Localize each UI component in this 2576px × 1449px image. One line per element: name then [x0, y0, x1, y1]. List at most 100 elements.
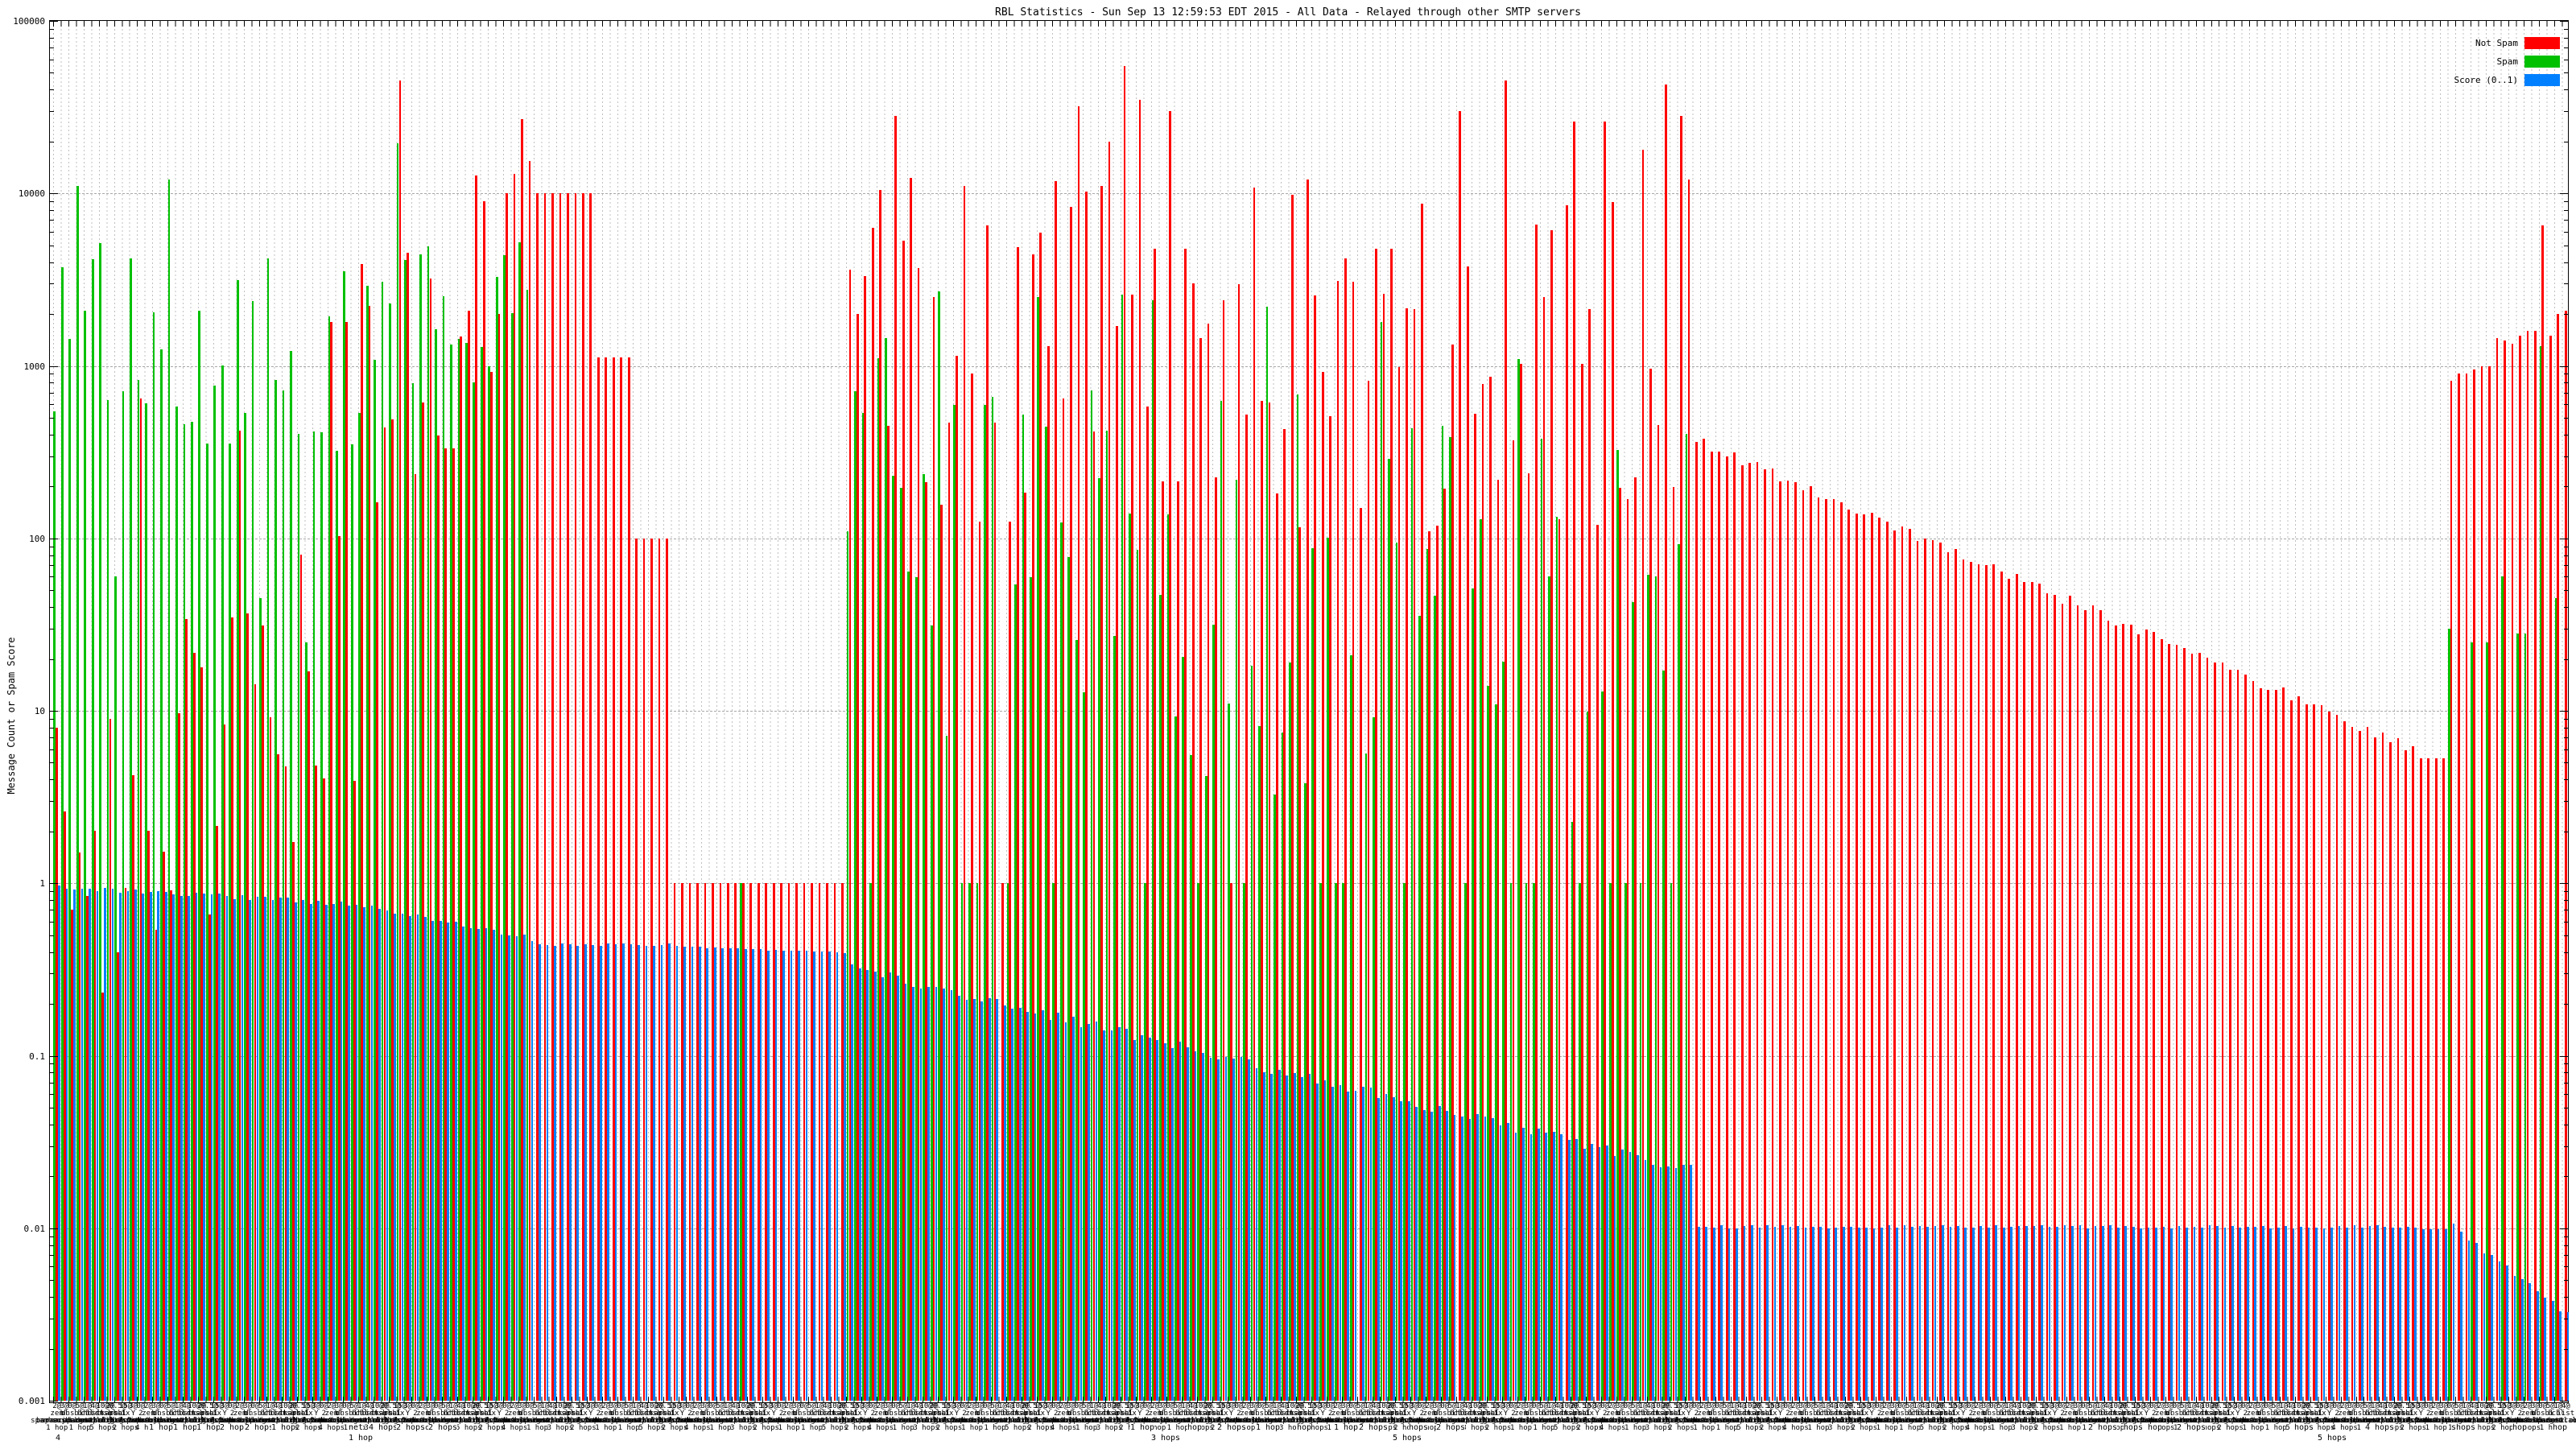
x-tick-hops: 3 hops — [1096, 1424, 1123, 1432]
x-tick-name: ix — [487, 1410, 497, 1418]
x-tick-name: psbl — [567, 1410, 584, 1418]
bar-not-spam — [1946, 551, 1950, 1401]
bar-score — [943, 989, 945, 1401]
bar-score — [1880, 1227, 1883, 1401]
x-tick-domain: sorbs.net — [1699, 1417, 1740, 1425]
y-minor-tick — [2564, 434, 2568, 436]
y-minor-tick — [50, 762, 54, 764]
x-tick-domain: sorbs.net — [1242, 1417, 1282, 1425]
bar-score — [287, 897, 290, 1401]
bar-not-spam — [1916, 541, 1919, 1401]
x-tick-prefix: 4@ — [1463, 1402, 1472, 1410]
x-tick-callout: 5 hops — [1392, 1434, 1422, 1443]
bar-not-spam — [1558, 519, 1561, 1401]
bar-not-spam — [726, 883, 729, 1402]
x-tick-name: psbl — [2214, 1410, 2231, 1418]
x-tick-name: bl — [792, 1410, 802, 1418]
y-minor-tick — [2564, 1094, 2568, 1096]
bar-not-spam — [368, 306, 371, 1401]
x-tick-domain: abuseat.org — [1070, 1417, 1118, 1425]
x-tick-domain: Y.2.2.1.0.list — [1117, 1417, 1179, 1425]
bar-not-spam — [848, 270, 852, 1401]
x-tick-domain: dnswl.org — [1631, 1417, 1670, 1425]
bar-score — [1270, 1073, 1274, 1401]
x-tick-domain: surriel.com — [1740, 1417, 1790, 1425]
bar-not-spam — [1352, 281, 1355, 1401]
x-tick-domain: sorbs.net — [1425, 1417, 1465, 1425]
decade-gridline — [50, 193, 2568, 195]
bar-score — [958, 996, 960, 1401]
x-tick-domain: dnswl.org — [898, 1417, 939, 1425]
bar-score — [820, 951, 824, 1401]
x-tick-name: cbl — [2551, 1410, 2565, 1418]
bar-spam — [1555, 517, 1558, 1401]
bar-score — [1682, 1165, 1685, 1401]
x-tick-domain: junkemailfilter.com — [976, 1417, 1059, 1425]
y-minor-tick — [50, 935, 54, 936]
x-tick-name: hostkarma — [1638, 1410, 1678, 1418]
x-tick-prefix: 2@ — [1242, 1402, 1251, 1410]
bar-not-spam — [1390, 248, 1393, 1401]
bar-spam — [1502, 661, 1505, 1401]
x-tick-name: list — [635, 1410, 653, 1418]
x-tick-prefix: 1@ — [2553, 1402, 2563, 1410]
x-tick-name: b — [1816, 1410, 1821, 1418]
bar-score — [324, 904, 328, 1401]
x-tick-name: cbl — [1728, 1410, 1741, 1418]
bar-spam — [984, 404, 986, 1401]
x-tick-domain: uceprotect.net — [1269, 1417, 1331, 1425]
x-tick-domain: junkemailfilter.com — [427, 1417, 510, 1425]
bar-score — [996, 999, 999, 1401]
bar-score — [2368, 1225, 2372, 1401]
bar-score — [1316, 1084, 1319, 1401]
bar-spam — [861, 412, 865, 1401]
x-tick-domain: dnswl.org — [1082, 1417, 1121, 1425]
x-tick-prefix: 0.5@ — [383, 1402, 402, 1410]
x-tick-name: b — [1542, 1410, 1546, 1418]
bar-not-spam — [192, 652, 196, 1401]
x-tick-prefix: 3@ — [1249, 1402, 1259, 1410]
bar-not-spam — [2289, 700, 2293, 1401]
x-tick-prefix: 15@ — [118, 1402, 133, 1410]
bar-not-spam — [2008, 579, 2011, 1401]
x-tick-domain: spamcop.net — [2328, 1417, 2376, 1425]
x-tick-name: cbl — [538, 1410, 552, 1418]
x-tick-prefix: 2@ — [418, 1402, 427, 1410]
x-tick-domain: dnsbl.manitu.net — [1829, 1417, 1900, 1425]
bar-not-spam — [1687, 180, 1690, 1401]
x-tick-domain: 0.2.0.dnsbl — [1390, 1417, 1439, 1425]
x-tick-domain: 0.2.0.dnsbl — [1665, 1417, 1713, 1425]
x-tick-name: dnsbl-1 — [1376, 1410, 1407, 1418]
bar-score — [1690, 1165, 1693, 1401]
bar-not-spam — [117, 952, 119, 1401]
x-tick-prefix: 4@ — [914, 1402, 923, 1410]
x-tick-callout: 2 hops — [1435, 1423, 1466, 1432]
bar-not-spam — [597, 357, 600, 1401]
x-tick-domain: sorbs.net — [601, 1417, 642, 1425]
bar-not-spam — [2473, 369, 2475, 1401]
x-tick-prefix: 1@ — [906, 1402, 916, 1410]
x-tick-prefix: 5@ — [1447, 1402, 1457, 1410]
y-minor-tick — [50, 47, 54, 49]
x-tick-name: zen — [507, 1410, 522, 1418]
x-tick-domain: barracudacentral.org — [768, 1417, 856, 1425]
x-tick-prefix: 0@ — [891, 1402, 901, 1410]
x-tick-prefix: 0@ — [1531, 1402, 1541, 1410]
bar-not-spam — [2374, 737, 2376, 1401]
x-tick-prefix: 5@ — [1173, 1402, 1183, 1410]
x-tick-name: zen — [691, 1410, 704, 1418]
bar-not-spam — [1100, 185, 1103, 1401]
bar-spam — [1327, 538, 1330, 1401]
bar-score — [2498, 1261, 2501, 1401]
y-minor-tick — [50, 1146, 54, 1147]
bar-not-spam — [2129, 625, 2132, 1401]
x-tick-name: Y — [2235, 1410, 2240, 1418]
bar-score — [2033, 1226, 2036, 1401]
x-tick-domain: sorbs.net — [1974, 1417, 2014, 1425]
x-tick-domain: uceprotect.net — [2276, 1417, 2338, 1425]
x-tick-callout: net — [348, 1423, 364, 1432]
x-tick-prefix: 0@ — [1142, 1402, 1152, 1410]
bar-spam — [1548, 576, 1550, 1401]
x-tick-hops: 3 hops — [1828, 1424, 1855, 1432]
x-tick-domain: barracudacentral.org — [1317, 1417, 1405, 1425]
